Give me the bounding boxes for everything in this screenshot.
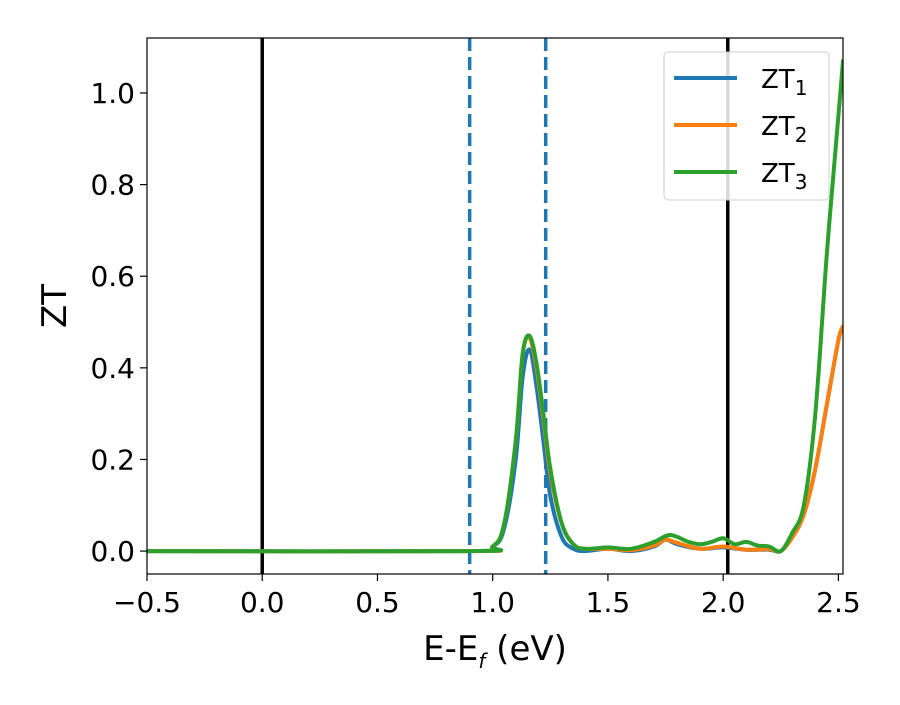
legend-label: ZT1 [761, 65, 807, 100]
x-tick-label: −0.5 [113, 586, 181, 619]
y-tick-label: 0.6 [90, 260, 135, 293]
y-axis-label: ZT [35, 284, 75, 328]
series-lines [147, 58, 843, 554]
x-tick-label: 1.0 [470, 586, 515, 619]
legend-item: ZT2 [674, 112, 807, 147]
x-axis-label: E-Ef (eV) [423, 629, 567, 673]
x-axis-label-rest: (eV) [485, 629, 567, 669]
legend-label: ZT2 [761, 112, 807, 147]
x-axis-label-sub: f [478, 649, 488, 673]
x-axis-ticks: −0.5 0.0 0.5 1.0 1.5 2.0 2.5 [113, 574, 861, 619]
x-tick-label: 2.5 [816, 586, 861, 619]
y-tick-label: 0.8 [90, 169, 135, 202]
legend-item: ZT1 [674, 65, 807, 100]
y-axis-ticks: 0.0 0.2 0.4 0.6 0.8 1.0 [90, 77, 147, 568]
legend: ZT1 ZT2 ZT3 [663, 51, 830, 201]
y-tick-label: 0.0 [90, 535, 135, 568]
y-tick-label: 0.4 [90, 352, 135, 385]
plot-frame [146, 37, 844, 575]
x-axis-label-main: E-E [423, 629, 478, 669]
x-tick-label: 2.0 [701, 586, 746, 619]
legend-box [663, 51, 830, 201]
x-tick-label: 0.0 [240, 586, 285, 619]
y-tick-label: 0.2 [90, 443, 135, 476]
reference-lines [260, 38, 730, 574]
series-line-zt3 [147, 58, 843, 554]
x-tick-label: 1.5 [586, 586, 631, 619]
series-line-zt2 [147, 324, 843, 554]
x-tick-label: 0.5 [355, 586, 400, 619]
y-tick-label: 1.0 [90, 77, 135, 110]
series-line-zt1 [147, 324, 843, 554]
legend-item: ZT3 [674, 159, 807, 194]
legend-label: ZT3 [761, 159, 807, 194]
